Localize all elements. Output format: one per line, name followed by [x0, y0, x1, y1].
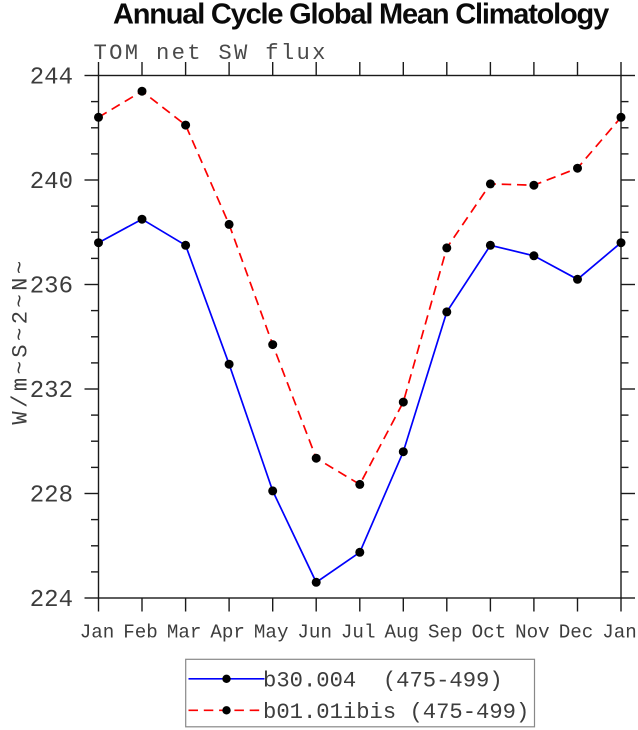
svg-text:Aug: Aug [385, 622, 420, 644]
svg-text:W/m~S~2~N~: W/m~S~2~N~ [9, 257, 34, 424]
svg-text:240: 240 [30, 169, 73, 196]
svg-text:TOM net SW flux: TOM net SW flux [94, 41, 328, 66]
svg-text:Dec: Dec [559, 622, 594, 644]
svg-text:Oct: Oct [472, 622, 507, 644]
svg-text:Jun: Jun [297, 622, 332, 644]
svg-text:b01.01ibis (475-499): b01.01ibis (475-499) [263, 700, 529, 725]
svg-text:Jan: Jan [80, 622, 115, 644]
svg-text:236: 236 [30, 274, 73, 301]
svg-text:Feb: Feb [123, 622, 158, 644]
svg-text:May: May [254, 622, 289, 644]
svg-text:Jan: Jan [602, 622, 637, 644]
svg-text:Jul: Jul [341, 622, 376, 644]
svg-text:244: 244 [30, 65, 73, 92]
svg-text:Nov: Nov [515, 622, 550, 644]
svg-text:224: 224 [30, 587, 73, 614]
svg-text:Sep: Sep [428, 622, 463, 644]
svg-text:228: 228 [30, 483, 73, 510]
svg-text:Apr: Apr [210, 622, 245, 644]
svg-text:232: 232 [30, 378, 73, 405]
svg-text:Mar: Mar [167, 622, 202, 644]
svg-text:Annual Cycle Global Mean Clima: Annual Cycle Global Mean Climatology [113, 0, 609, 31]
svg-text:b30.004 (475-499): b30.004 (475-499) [263, 668, 503, 693]
